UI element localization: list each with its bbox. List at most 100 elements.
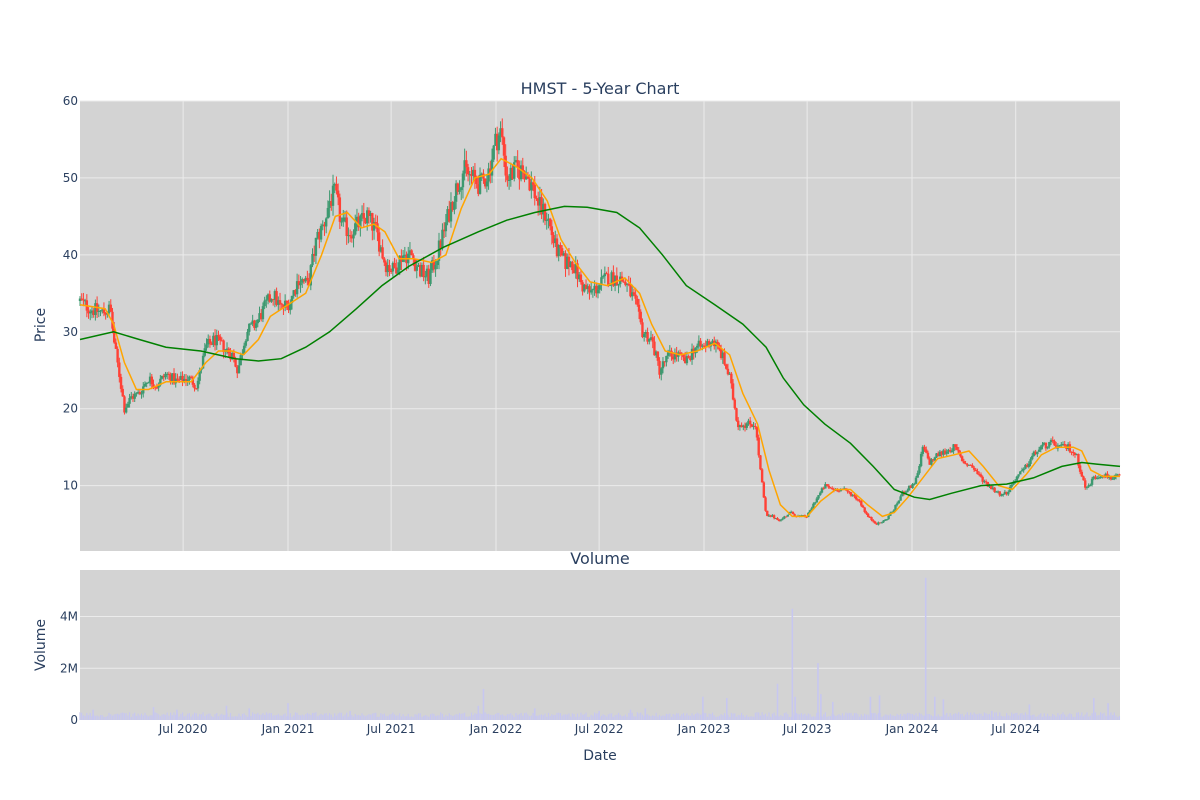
- volume-bar: [995, 712, 997, 720]
- candle-body: [412, 255, 415, 260]
- volume-bar: [652, 715, 654, 720]
- candle-body: [333, 183, 336, 186]
- candle-body: [588, 286, 591, 293]
- volume-bar: [376, 716, 379, 720]
- volume-bar: [640, 712, 642, 720]
- candle-body: [523, 171, 526, 180]
- candle-body: [774, 518, 778, 520]
- volume-bar: [127, 715, 129, 720]
- volume-bar: [623, 715, 625, 720]
- volume-bar: [935, 716, 938, 720]
- volume-bar: [287, 703, 289, 720]
- candle-body: [990, 486, 993, 490]
- volume-bar: [1077, 712, 1079, 720]
- candle-body: [289, 303, 292, 311]
- volume-bar: [455, 714, 457, 720]
- candle-body: [367, 210, 371, 216]
- candle-body: [745, 423, 748, 428]
- volume-bar: [154, 712, 156, 720]
- volume-bar: [804, 713, 806, 720]
- candle-body: [639, 311, 642, 323]
- volume-bar: [703, 712, 705, 720]
- volume-bar: [183, 716, 185, 720]
- volume-bar: [874, 712, 876, 720]
- volume-bar: [1028, 704, 1031, 720]
- volume-bar: [494, 714, 497, 720]
- candle-body: [186, 380, 189, 382]
- volume-bar: [976, 714, 979, 720]
- volume-bar: [525, 712, 527, 720]
- candle-body: [1049, 439, 1053, 442]
- candle-body: [518, 166, 521, 180]
- candle-body: [1087, 485, 1090, 487]
- x-tick-label: Jul 2021: [366, 722, 416, 736]
- volume-bar: [409, 716, 411, 720]
- volume-bar: [489, 714, 491, 720]
- candle-body: [507, 179, 511, 181]
- candle-body: [637, 304, 641, 312]
- candle-body: [1025, 464, 1029, 467]
- volume-bar: [794, 696, 796, 720]
- volume-bar: [681, 714, 683, 720]
- candle-body: [494, 133, 497, 146]
- candle-body: [762, 482, 766, 498]
- volume-bar: [501, 714, 503, 720]
- candle-body: [126, 403, 130, 408]
- volume-bar: [1036, 716, 1038, 720]
- candle-body: [894, 504, 897, 511]
- candle-body: [931, 459, 935, 461]
- candle-body: [136, 392, 140, 394]
- candle-body: [873, 521, 877, 524]
- candle-body: [109, 304, 112, 312]
- volume-bar: [829, 716, 832, 720]
- volume-bar: [893, 715, 895, 720]
- volume-bar: [763, 714, 765, 720]
- candle-body: [1020, 470, 1024, 472]
- candle-body: [740, 425, 743, 428]
- candle-body: [294, 290, 297, 295]
- candle-body: [752, 425, 755, 427]
- candle-body: [933, 457, 936, 461]
- volume-bar: [405, 716, 408, 720]
- volume-bar: [886, 714, 888, 720]
- volume-bar: [1017, 715, 1020, 720]
- volume-bar: [847, 713, 849, 720]
- volume-bar: [1067, 714, 1069, 720]
- volume-bar: [758, 712, 760, 720]
- candle-body: [415, 266, 418, 271]
- candle-body: [1061, 444, 1065, 446]
- volume-bar: [805, 715, 808, 720]
- volume-bar: [754, 712, 756, 720]
- volume-bar: [402, 714, 404, 720]
- candle-body: [335, 183, 338, 191]
- candle-body: [887, 515, 890, 520]
- volume-bar: [930, 715, 932, 720]
- candle-body: [1085, 486, 1089, 488]
- volume-bar: [347, 716, 350, 720]
- candle-body: [766, 510, 769, 516]
- volume-bar: [860, 714, 862, 720]
- volume-bar: [140, 713, 143, 720]
- candle-body: [230, 352, 234, 360]
- volume-bar: [510, 713, 512, 720]
- volume-bar: [467, 716, 469, 720]
- volume-bar: [604, 715, 606, 720]
- candle-body: [225, 348, 229, 350]
- candle-body: [634, 294, 637, 299]
- candle-body: [1116, 474, 1119, 476]
- candle-body: [350, 236, 354, 239]
- volume-bar: [450, 715, 452, 720]
- volume-bar: [1053, 715, 1056, 720]
- volume-bar: [788, 716, 791, 720]
- candle-body: [596, 289, 600, 294]
- candle-body: [555, 238, 559, 257]
- volume-bar: [419, 713, 421, 720]
- candle-body: [726, 368, 730, 375]
- volume-bar: [421, 716, 423, 720]
- candle-body: [1051, 439, 1054, 441]
- volume-bar: [836, 715, 838, 720]
- volume-bar: [689, 715, 691, 720]
- volume-bar: [773, 712, 775, 720]
- candle-body: [819, 492, 822, 496]
- volume-bar: [831, 701, 834, 720]
